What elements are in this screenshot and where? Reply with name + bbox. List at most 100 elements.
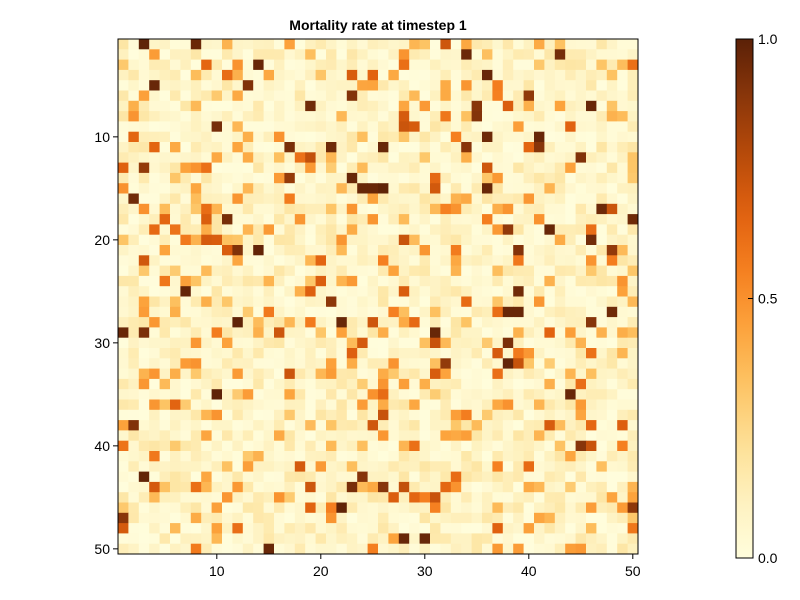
heatmap-cell: [336, 306, 348, 318]
heatmap-cell: [523, 389, 535, 400]
heatmap-cell: [450, 111, 462, 122]
heatmap-cell: [128, 172, 140, 184]
heatmap-cell: [575, 286, 587, 297]
heatmap-cell: [138, 481, 150, 493]
heatmap-cell: [440, 502, 452, 514]
heatmap-cell: [388, 152, 400, 163]
heatmap-cell: [586, 389, 597, 400]
heatmap-cell: [170, 492, 181, 503]
heatmap-cell: [388, 90, 400, 102]
heatmap-cell: [450, 337, 462, 349]
heatmap-cell: [274, 152, 285, 163]
heatmap-cell: [253, 255, 264, 266]
heatmap-cell: [565, 162, 576, 174]
heatmap-cell: [586, 317, 597, 328]
heatmap-cell: [492, 100, 504, 112]
heatmap-cell: [118, 265, 129, 277]
heatmap-cell: [315, 451, 327, 462]
heatmap-cell: [263, 409, 275, 421]
heatmap-cell: [118, 348, 129, 359]
heatmap-cell: [606, 420, 618, 431]
heatmap-cell: [232, 162, 244, 174]
heatmap-cell: [596, 69, 608, 81]
heatmap-cell: [336, 224, 348, 236]
heatmap-cell: [450, 265, 462, 277]
heatmap-cell: [565, 286, 576, 297]
heatmap-cell: [575, 90, 587, 102]
heatmap-cell: [440, 543, 452, 555]
heatmap-cell: [149, 389, 160, 400]
heatmap-cell: [128, 461, 140, 472]
heatmap-cell: [232, 543, 244, 555]
heatmap-cell: [274, 523, 285, 534]
heatmap-cell: [513, 80, 524, 91]
heatmap-cell: [346, 121, 358, 133]
heatmap-cell: [471, 224, 483, 236]
heatmap-cell: [513, 492, 524, 503]
heatmap-cell: [294, 203, 306, 215]
heatmap-cell: [534, 193, 545, 205]
heatmap-cell: [232, 224, 244, 236]
heatmap-cell: [149, 317, 160, 328]
heatmap-cell: [544, 317, 556, 328]
heatmap-cell: [544, 69, 556, 81]
heatmap-cell: [211, 492, 223, 503]
heatmap-cell: [409, 358, 420, 369]
heatmap-cell: [326, 348, 337, 359]
heatmap-cell: [378, 234, 389, 246]
heatmap-cell: [409, 121, 420, 133]
heatmap-cell: [242, 317, 254, 328]
heatmap-cell: [419, 142, 431, 153]
heatmap-cell: [315, 368, 327, 380]
heatmap-cell: [201, 523, 212, 534]
heatmap-cell: [586, 152, 597, 163]
heatmap-cell: [190, 409, 202, 421]
heatmap-cell: [190, 80, 202, 91]
heatmap-cell: [159, 430, 171, 442]
heatmap-cell: [357, 255, 368, 266]
heatmap-cell: [565, 152, 576, 163]
heatmap-cell: [242, 409, 254, 421]
heatmap-cell: [606, 193, 618, 205]
heatmap-cell: [159, 296, 171, 308]
heatmap-cell: [544, 512, 556, 524]
heatmap-cell: [627, 378, 639, 390]
heatmap-cell: [482, 265, 493, 277]
heatmap-cell: [378, 481, 389, 493]
heatmap-cell: [378, 193, 389, 205]
heatmap-cell: [606, 286, 618, 297]
heatmap-cell: [565, 492, 576, 503]
heatmap-cell: [253, 152, 264, 163]
heatmap-cell: [357, 203, 368, 215]
heatmap-cell: [575, 461, 587, 472]
heatmap-cell: [534, 306, 545, 318]
heatmap-cell: [502, 80, 514, 91]
heatmap-cell: [118, 183, 129, 194]
heatmap-cell: [346, 90, 358, 102]
heatmap-cell: [544, 451, 556, 462]
heatmap-cell: [544, 255, 556, 266]
heatmap-cell: [492, 183, 504, 194]
heatmap-cell: [118, 451, 129, 462]
heatmap-cell: [336, 512, 348, 524]
heatmap-cell: [586, 172, 597, 184]
heatmap-cell: [315, 378, 327, 390]
heatmap-cell: [440, 317, 452, 328]
heatmap-cell: [617, 430, 628, 442]
heatmap-cell: [450, 183, 462, 194]
heatmap-cell: [606, 358, 618, 369]
heatmap-cell: [586, 121, 597, 133]
heatmap-cell: [596, 245, 608, 256]
heatmap-cell: [222, 275, 233, 287]
heatmap-cell: [211, 59, 223, 71]
heatmap-cell: [534, 523, 545, 534]
heatmap-cell: [586, 296, 597, 308]
heatmap-cell: [253, 317, 264, 328]
heatmap-cell: [336, 255, 348, 266]
heatmap-cell: [627, 80, 639, 91]
heatmap-cell: [523, 90, 535, 102]
heatmap-cell: [627, 533, 639, 545]
heatmap-cell: [315, 430, 327, 442]
heatmap-cell: [128, 100, 140, 112]
heatmap-cell: [294, 286, 306, 297]
